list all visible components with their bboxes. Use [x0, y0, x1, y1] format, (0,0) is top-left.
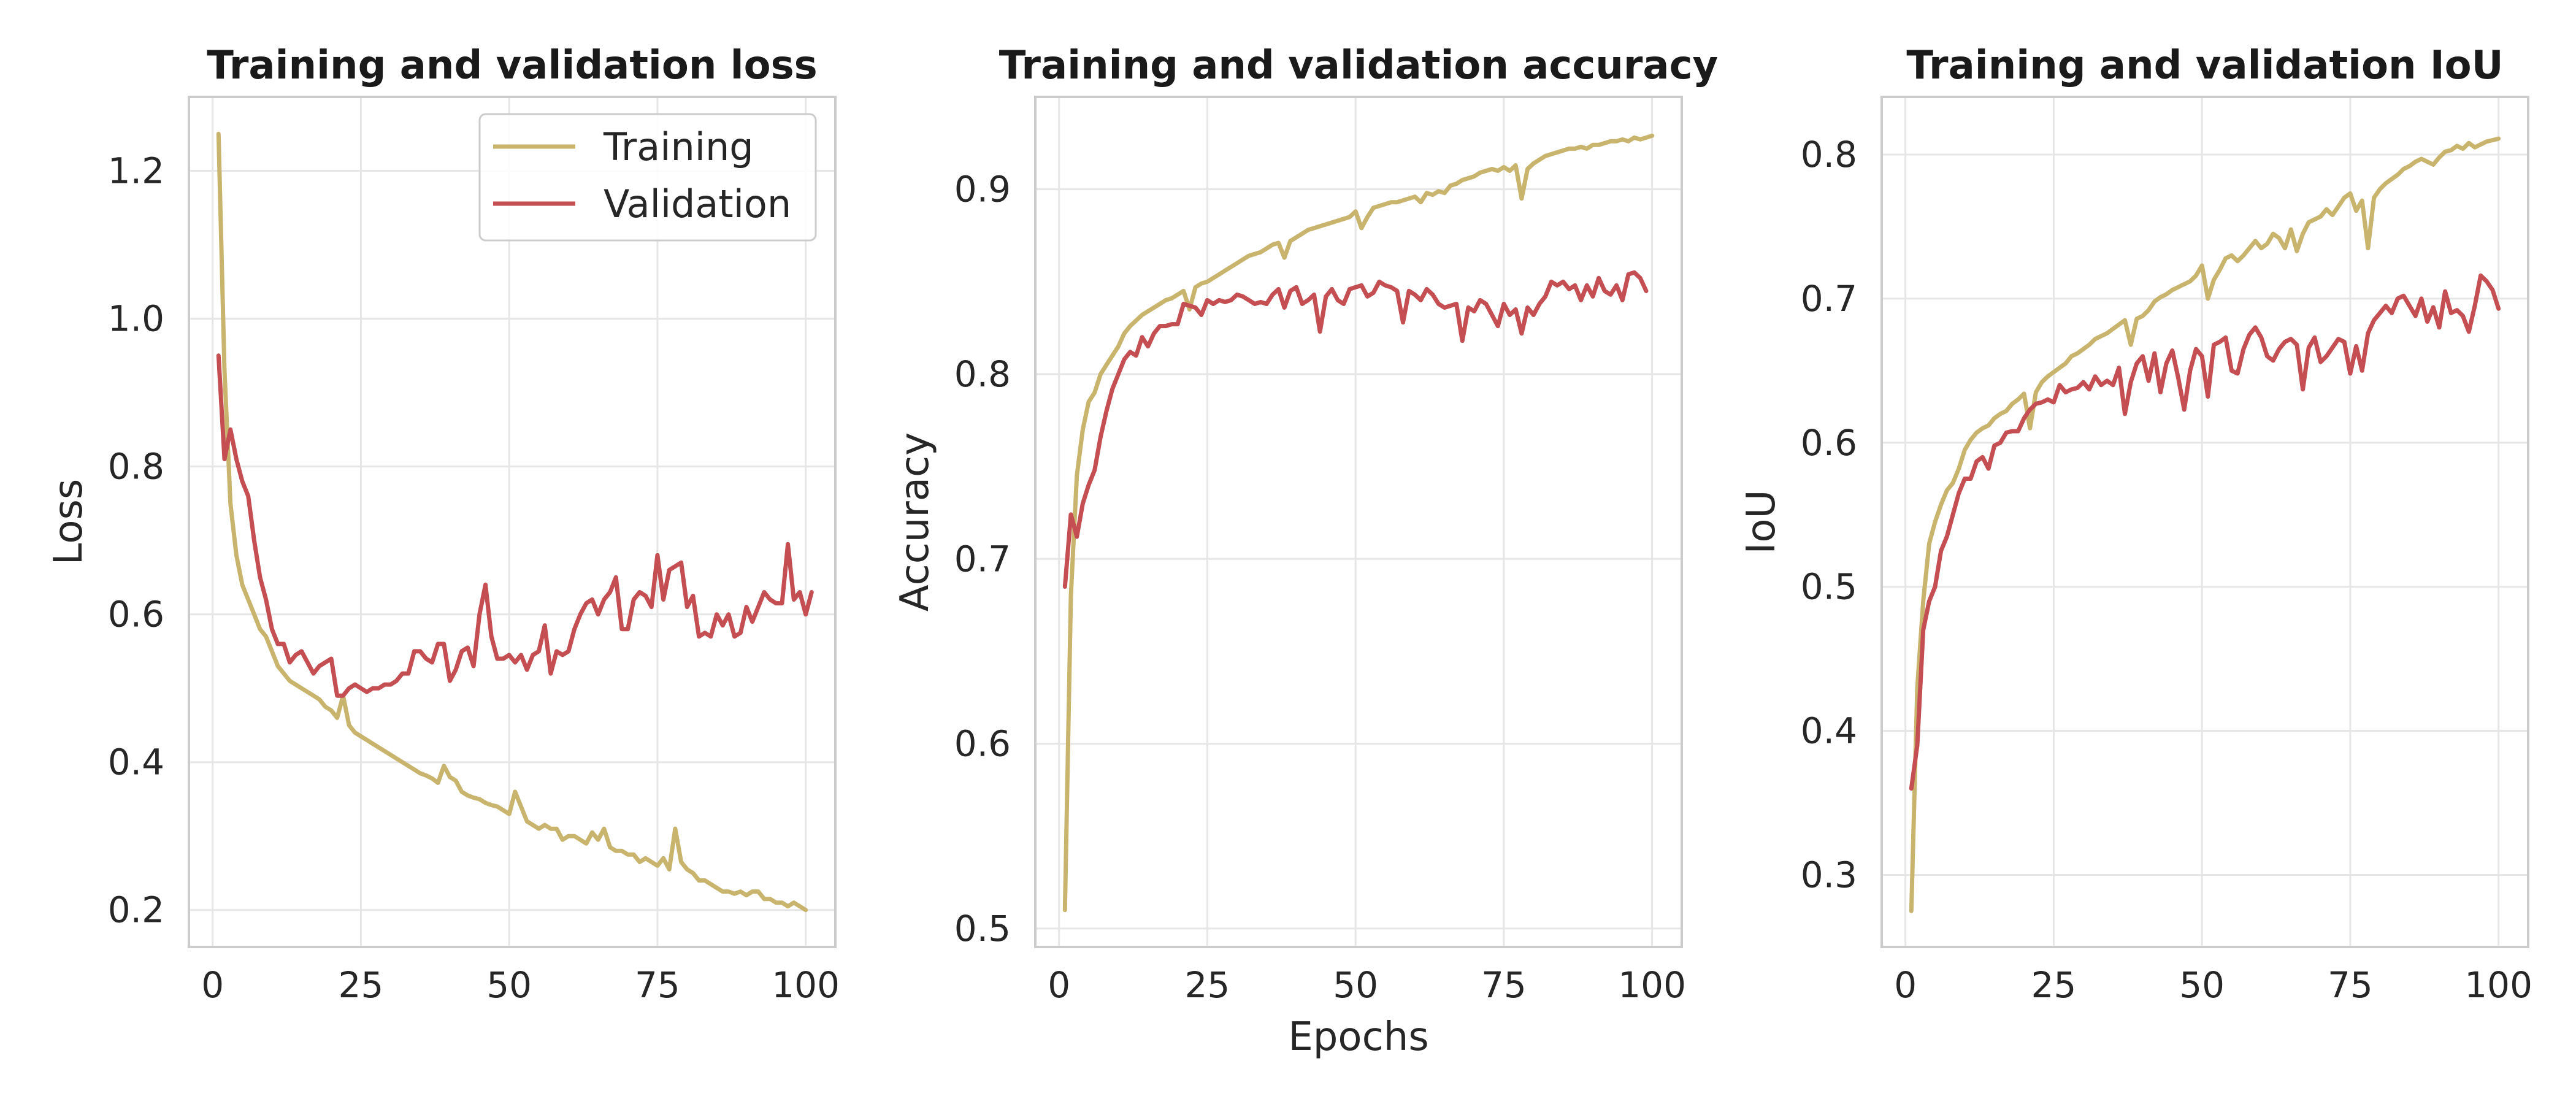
legend: Training Validation — [478, 113, 817, 242]
y-tick-label: 0.4 — [108, 742, 164, 783]
y-tick-label: 1.0 — [108, 298, 164, 340]
x-tick-label: 0 — [201, 964, 224, 1006]
x-tick-label: 50 — [2179, 964, 2225, 1006]
y-axis-label: Loss — [46, 479, 91, 565]
shared-x-axis-label: Epochs — [1288, 1014, 1428, 1060]
panel-title: Training and validation loss — [207, 43, 818, 88]
x-tick-label: 25 — [1185, 964, 1230, 1006]
x-tick-label: 50 — [486, 964, 532, 1006]
plot-frame — [188, 96, 837, 948]
chart-panel-2: 0 25 50 75 100 0.5 0.6 0.7 0.8 0.9 Training and va… — [892, 43, 1718, 1006]
x-tick-label: 100 — [2464, 964, 2532, 1006]
chart-panel-1: 0 25 50 75 100 0.2 0.4 0.6 0.8 1.0 1.2 Training and… — [46, 43, 840, 1006]
x-tick-label: 100 — [1618, 964, 1686, 1006]
y-tick-label: 0.3 — [1801, 854, 1857, 896]
x-tick-label: 0 — [1048, 964, 1070, 1006]
y-tick-label: 0.8 — [108, 446, 164, 488]
legend-label-validation: Validation — [604, 182, 791, 226]
series-line-validation — [1909, 273, 2501, 791]
y-tick-label: 0.6 — [954, 723, 1011, 765]
plot-frame — [1880, 96, 2529, 948]
y-tick-label: 0.8 — [1801, 134, 1857, 175]
x-tick-label: 25 — [2031, 964, 2077, 1006]
x-tick-label: 0 — [1894, 964, 1917, 1006]
x-tick-label: 75 — [2328, 964, 2373, 1006]
y-tick-label: 0.4 — [1801, 710, 1857, 752]
y-tick-label: 0.6 — [108, 594, 164, 635]
series-line-validation — [1062, 270, 1649, 589]
series-line-training — [1062, 133, 1655, 913]
y-tick-label: 0.5 — [954, 908, 1011, 949]
legend-label-training: Training — [603, 125, 754, 169]
series-line-training — [1909, 136, 2501, 913]
y-axis-label: Accuracy — [892, 432, 938, 611]
panel-title: Training and validation accuracy — [999, 43, 1718, 88]
plot-frame — [1034, 96, 1683, 948]
series-line-validation — [216, 353, 814, 698]
x-tick-label: 50 — [1333, 964, 1378, 1006]
y-tick-label: 1.2 — [108, 150, 164, 192]
y-tick-label: 0.2 — [108, 889, 164, 931]
x-tick-label: 75 — [1481, 964, 1527, 1006]
series-line-training — [216, 131, 808, 913]
y-tick-label: 0.7 — [1801, 278, 1857, 320]
y-tick-label: 0.9 — [954, 169, 1011, 210]
y-tick-label: 0.8 — [954, 353, 1011, 395]
chart-panel-3: 0 25 50 75 100 0.3 0.4 0.5 0.6 0.7 0.8 Training and… — [1739, 43, 2532, 1006]
panel-title: Training and validation IoU — [1906, 43, 2503, 88]
x-tick-label: 25 — [339, 964, 384, 1006]
y-tick-label: 0.7 — [954, 538, 1011, 580]
x-tick-label: 75 — [635, 964, 680, 1006]
y-tick-label: 0.5 — [1801, 566, 1857, 608]
y-tick-label: 0.6 — [1801, 422, 1857, 464]
x-tick-label: 100 — [772, 964, 840, 1006]
y-axis-label: IoU — [1739, 490, 1784, 554]
